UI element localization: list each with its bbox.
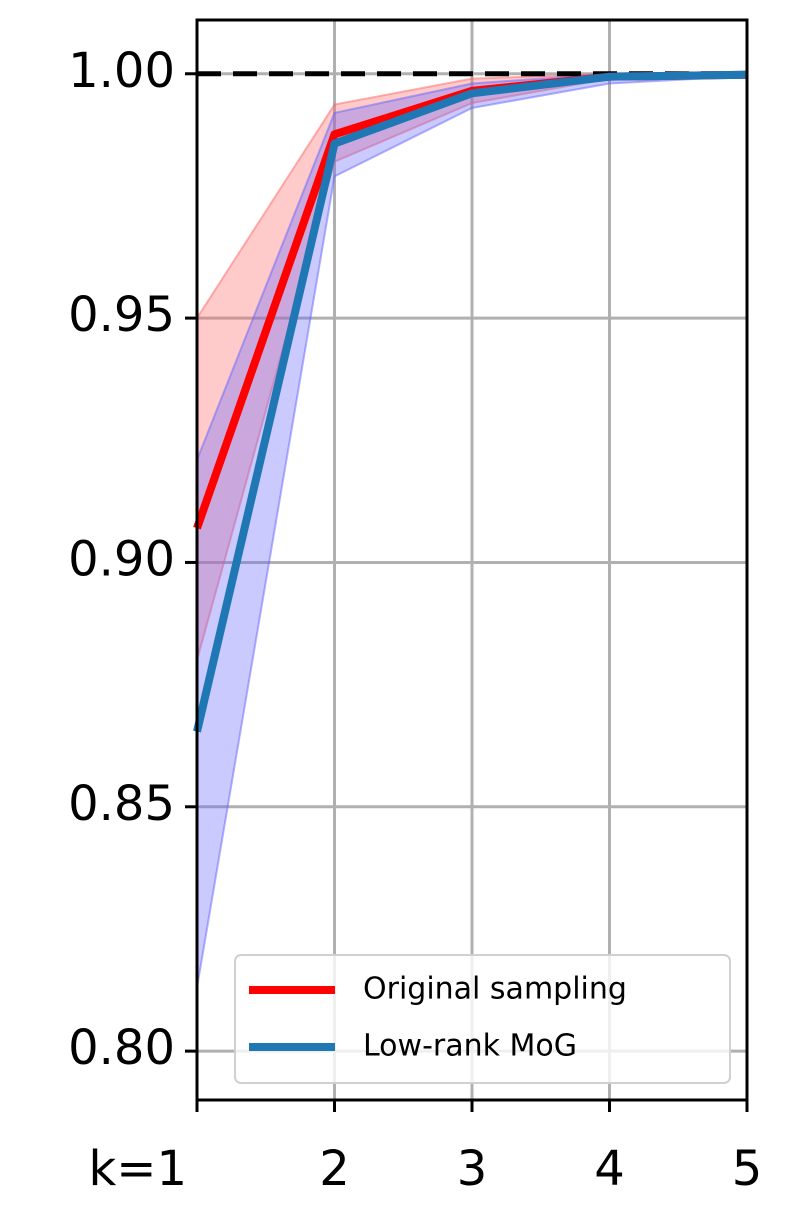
y-tick-label: 0.85 [68,776,175,832]
x-tick-label: 2 [319,1141,350,1197]
plot-frame [195,18,749,1102]
y-tick-label: 0.90 [68,531,175,587]
x-tick-label: 5 [732,1141,763,1197]
legend-label: Low-rank MoG [363,1029,577,1064]
series-line [193,70,748,733]
legend-box [234,954,731,1084]
x-tick-label: 4 [594,1141,625,1197]
y-tick-label: 0.80 [68,1020,175,1076]
y-tick-label: 0.95 [68,287,175,343]
x-tick-label: k=1 [88,1141,187,1197]
y-tick-label: 1.00 [68,43,175,99]
legend-label: Original sampling [363,972,627,1007]
x-tick-label: 3 [457,1141,488,1197]
